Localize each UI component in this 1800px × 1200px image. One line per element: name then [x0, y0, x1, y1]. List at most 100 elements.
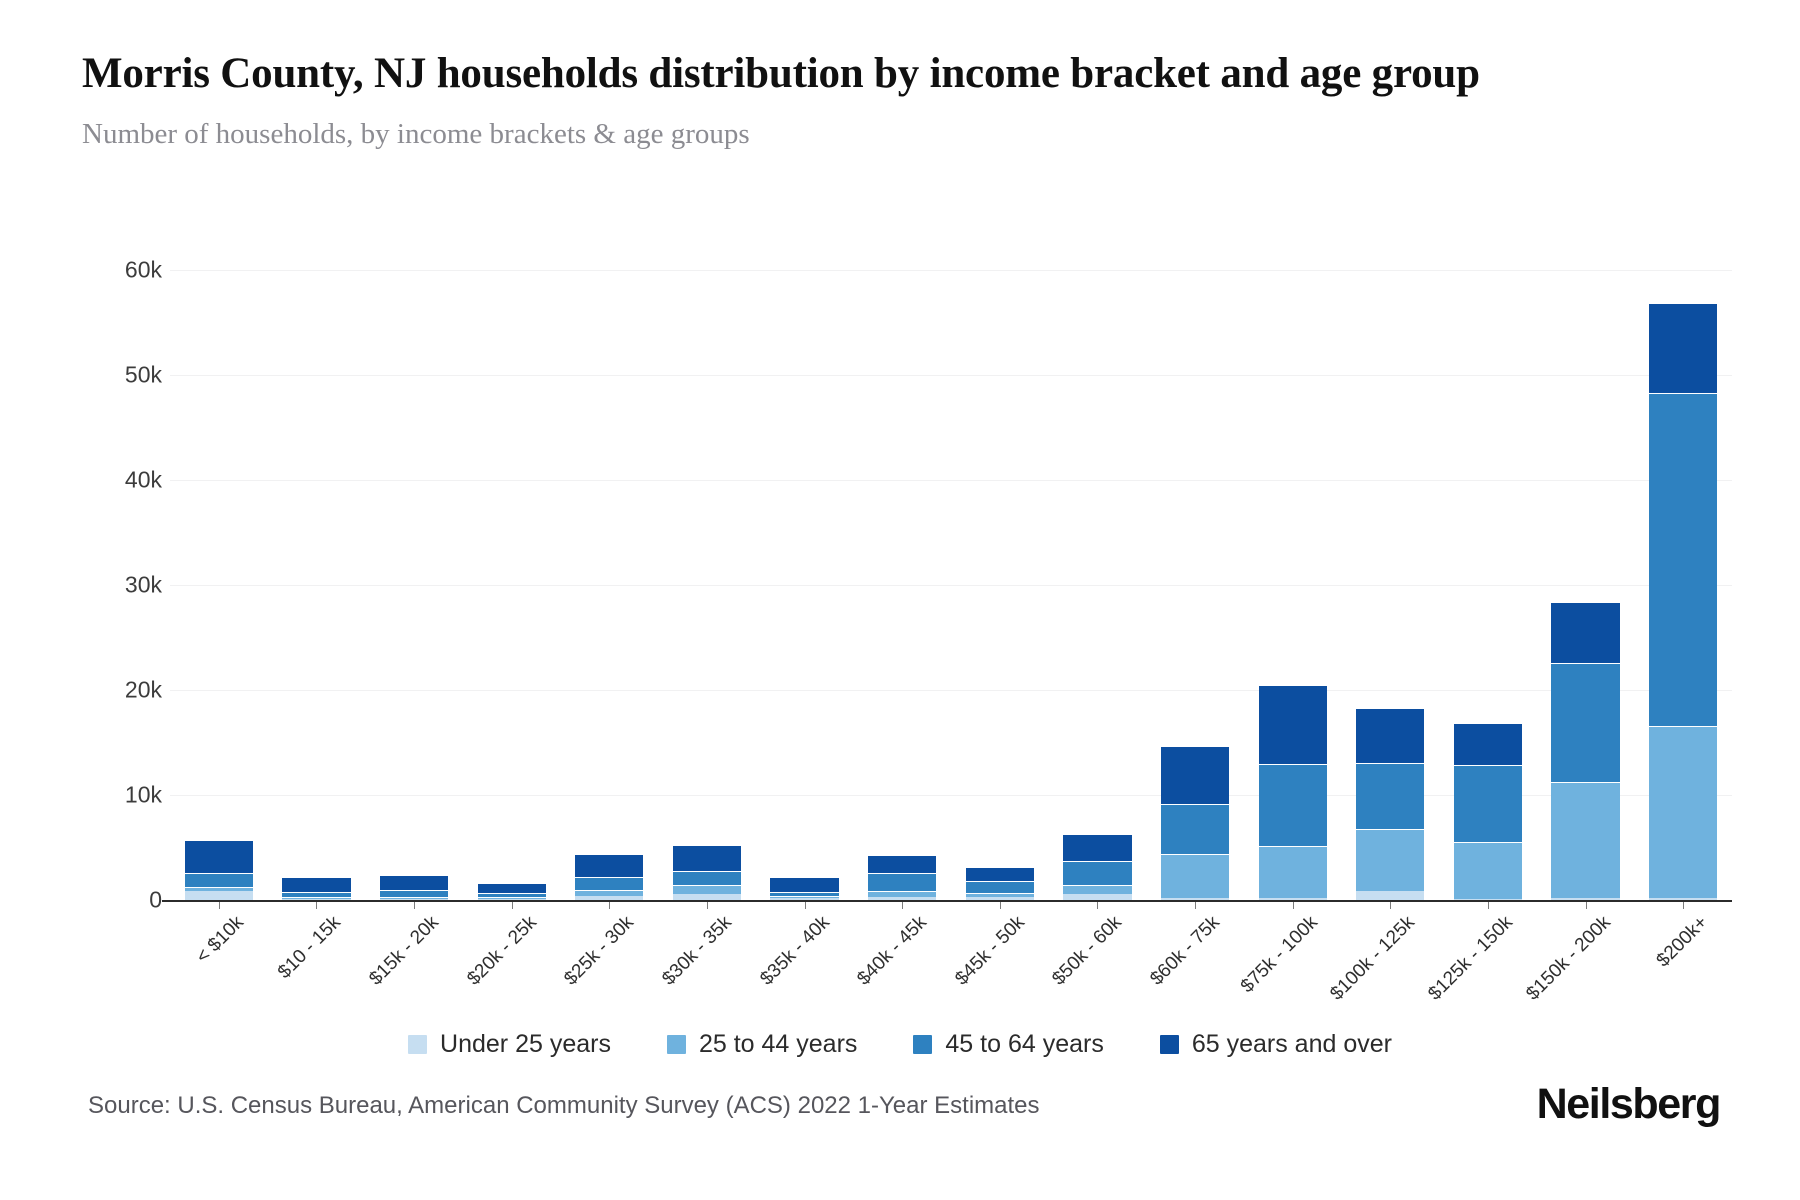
bar-segment[interactable] [184, 887, 253, 891]
bar-segment[interactable] [1356, 890, 1425, 900]
bar-segment[interactable] [868, 896, 937, 900]
bar-segment[interactable] [1453, 841, 1523, 899]
bar-stack[interactable] [282, 877, 351, 900]
gridline [170, 585, 1732, 586]
bar-segment[interactable] [1160, 803, 1230, 855]
legend-item[interactable]: Under 25 years [408, 1030, 611, 1059]
bar-stack[interactable] [184, 839, 253, 900]
x-axis-line [162, 900, 1732, 902]
bar-segment[interactable] [965, 867, 1034, 882]
bar-segment[interactable] [379, 896, 449, 899]
bar-segment[interactable] [379, 890, 449, 897]
bar-segment[interactable] [868, 854, 937, 874]
bar-segment[interactable] [868, 891, 937, 897]
legend-label: Under 25 years [440, 1030, 611, 1058]
bar-segment[interactable] [770, 898, 839, 900]
x-axis-tick [414, 902, 416, 909]
bar-segment[interactable] [1649, 302, 1718, 393]
bar-segment[interactable] [672, 885, 742, 895]
bar-segment[interactable] [1258, 684, 1327, 764]
bar-stack[interactable] [379, 874, 449, 900]
bar-segment[interactable] [1258, 763, 1327, 846]
bar-segment[interactable] [1649, 392, 1718, 726]
legend-item[interactable]: 45 to 64 years [913, 1030, 1104, 1059]
legend-item[interactable]: 25 to 44 years [666, 1030, 858, 1059]
bar-segment[interactable] [575, 889, 644, 896]
bar-segment[interactable] [965, 892, 1034, 898]
bar-segment[interactable] [379, 874, 449, 891]
bar-segment[interactable] [282, 891, 351, 898]
bar-stack[interactable] [868, 854, 937, 900]
bar-segment[interactable] [672, 870, 742, 885]
bar-segment[interactable] [1356, 829, 1425, 891]
bar-stack[interactable] [1160, 745, 1230, 900]
y-axis-tick-label: 30k [124, 571, 162, 598]
bar-stack[interactable] [672, 845, 742, 900]
gridline [170, 480, 1732, 481]
bar-segment[interactable] [1063, 861, 1132, 886]
bar-segment[interactable] [868, 873, 937, 892]
gridline [170, 690, 1732, 691]
bar-segment[interactable] [770, 896, 839, 899]
page-title: Morris County, NJ households distributio… [82, 50, 1480, 97]
legend: Under 25 years 25 to 44 years 45 to 64 yea… [0, 1030, 1800, 1059]
bar-segment[interactable] [1551, 782, 1620, 898]
bar-segment[interactable] [1551, 897, 1620, 900]
bar-segment[interactable] [1160, 898, 1230, 900]
bar-segment[interactable] [1063, 894, 1132, 900]
y-axis-tick-label: 60k [124, 256, 162, 283]
bar-stack[interactable] [1258, 684, 1327, 900]
bar-segment[interactable] [965, 897, 1034, 900]
bar-segment[interactable] [1453, 722, 1523, 765]
bar-stack[interactable] [1063, 834, 1132, 900]
legend-swatch-icon [913, 1035, 933, 1054]
bar-stack[interactable] [1551, 602, 1620, 900]
bar-segment[interactable] [477, 898, 546, 900]
bar-segment[interactable] [1453, 764, 1523, 842]
bar-segment[interactable] [575, 853, 644, 877]
bar-segment[interactable] [1160, 854, 1230, 899]
bar-segment[interactable] [184, 839, 253, 873]
x-axis-tick [804, 902, 806, 909]
bar-stack[interactable] [575, 853, 644, 900]
bar-segment[interactable] [477, 897, 546, 899]
bar-segment[interactable] [379, 898, 449, 900]
bar-segment[interactable] [282, 898, 351, 900]
bar-segment[interactable] [282, 897, 351, 899]
bar-stack[interactable] [1453, 722, 1523, 900]
bar-segment[interactable] [770, 876, 839, 892]
bar-segment[interactable] [184, 890, 253, 900]
bar-segment[interactable] [1258, 897, 1327, 900]
bar-stack[interactable] [965, 867, 1034, 900]
bar-segment[interactable] [282, 877, 351, 892]
bar-segment[interactable] [770, 891, 839, 897]
bar-segment[interactable] [1063, 885, 1132, 895]
bar-segment[interactable] [1160, 745, 1230, 804]
bar-segment[interactable] [1649, 897, 1718, 900]
legend-swatch-icon [1159, 1035, 1179, 1054]
legend-label: 25 to 44 years [698, 1030, 858, 1058]
bar-segment[interactable] [672, 845, 742, 871]
bar-segment[interactable] [477, 892, 546, 898]
bar-segment[interactable] [1649, 725, 1718, 898]
bar-segment[interactable] [1258, 845, 1327, 898]
bar-stack[interactable] [477, 883, 546, 900]
bar-segment[interactable] [965, 881, 1034, 893]
bar-segment[interactable] [1356, 707, 1425, 764]
bar-segment[interactable] [1356, 763, 1425, 830]
bar-segment[interactable] [477, 883, 546, 893]
bar-segment[interactable] [672, 894, 742, 900]
bar-segment[interactable] [575, 876, 644, 890]
bar-segment[interactable] [1453, 898, 1523, 900]
bar-segment[interactable] [1063, 834, 1132, 862]
bar-stack[interactable] [1649, 302, 1718, 900]
bar-segment[interactable] [575, 895, 644, 900]
bar-segment[interactable] [1551, 602, 1620, 663]
y-axis-tick-label: 40k [124, 466, 162, 493]
bar-segment[interactable] [184, 872, 253, 888]
legend-item[interactable]: 65 years and over [1159, 1030, 1392, 1059]
bar-stack[interactable] [1356, 707, 1425, 900]
bar-segment[interactable] [1551, 662, 1620, 783]
gridline [170, 795, 1732, 796]
bar-stack[interactable] [770, 876, 839, 900]
